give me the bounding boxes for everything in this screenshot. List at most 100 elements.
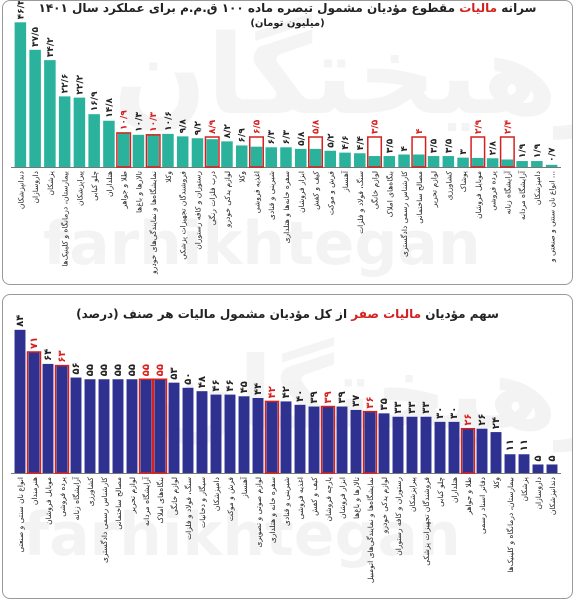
- top-value-label: ۴۶/۳: [16, 1, 26, 19]
- top-value-label: ۲۲/۲: [75, 74, 85, 94]
- top-category-label: طلا و جواهر: [120, 171, 129, 210]
- top-value-label: ۳/۵: [444, 138, 454, 153]
- top-category-label: کیف و کفش: [312, 171, 321, 210]
- bottom-category-label: آرایشگاه زنانه: [71, 476, 81, 520]
- bottom-value-label: ۵: [533, 455, 544, 461]
- top-category-label: سفره خانه‌ها و هتلداری: [282, 171, 291, 243]
- bottom-category-label: دفاتر اسناد رسمی: [478, 477, 487, 534]
- top-bar: [501, 159, 514, 167]
- top-category-label: سنگ، فولاد و فلزات: [356, 171, 365, 234]
- bottom-bar: [518, 454, 530, 473]
- top-category-label: کشاورزی: [444, 171, 453, 201]
- top-category-label: پرده فروشی: [489, 171, 498, 211]
- top-value-label: ۳/۵: [430, 138, 440, 153]
- top-value-label: ۴: [400, 146, 410, 152]
- bottom-bar: [322, 406, 334, 473]
- bottom-bar: [56, 365, 68, 473]
- bottom-value-label: ۵۰: [183, 373, 194, 385]
- bottom-category-label: ابزار فروشان: [338, 477, 347, 519]
- bottom-category-label: لوازم صوتی و تصویری: [254, 477, 263, 547]
- bottom-category-label: هتلداران: [450, 477, 459, 503]
- top-value-label: ۶/۵: [252, 119, 262, 134]
- bottom-category-label: نمایشگاه‌ها و نمایندگی‌های اتومبیل: [366, 477, 375, 583]
- top-value-label: ۱۰/۳: [149, 112, 159, 132]
- bottom-category-label: پرده فروشی: [58, 477, 67, 517]
- bottom-category-label: تالارها و باغ‌ها: [352, 477, 361, 519]
- top-chart-panel: سرانه مالیات مقطوع مؤدیان مشمول تبصره ما…: [2, 0, 573, 285]
- top-category-label: رستوران و کافه رستوران: [193, 171, 202, 250]
- top-bar-chart: ۴۶/۳دندانپزشکان۳۷/۵داروسازان۳۴/۲پزشکان۲۲…: [11, 1, 561, 275]
- top-value-label: ۱/۹: [533, 143, 543, 158]
- bottom-category-label: دندانپزشکان: [548, 477, 557, 515]
- top-category-label: دامپزشکان: [533, 171, 542, 205]
- bottom-bar: [224, 394, 236, 473]
- bottom-bar: [210, 394, 222, 473]
- top-bar: [73, 97, 86, 167]
- top-category-label: وکلا: [164, 171, 173, 183]
- bottom-bar: [280, 401, 292, 473]
- top-category-label: موبایل فروشان: [474, 171, 483, 219]
- bottom-bar: [392, 416, 404, 473]
- bottom-bar: [490, 432, 502, 473]
- bottom-value-label: ۶۴: [43, 349, 54, 361]
- bottom-bar: [462, 428, 474, 473]
- bottom-highlight-box: [54, 364, 70, 474]
- bottom-category-label: بنگاه‌های املاک: [156, 477, 165, 524]
- bottom-category-label: دامپزشکان: [212, 477, 221, 511]
- bottom-category-label: چلو کبابی: [436, 477, 445, 507]
- bottom-value-label: ۵۵: [141, 364, 152, 376]
- top-category-label: کارشناس رسمی دادگستری: [400, 171, 409, 257]
- bottom-value-label: ۴۸: [197, 376, 208, 388]
- top-category-label: ابزار فروشان: [297, 171, 306, 213]
- top-category-label: فرش و موکت: [326, 171, 335, 216]
- top-bar: [88, 114, 100, 167]
- bottom-bar: [70, 377, 82, 473]
- bottom-bar: [84, 379, 96, 473]
- top-value-label: ۱۴/۸: [105, 97, 115, 117]
- bottom-highlight-box: [138, 378, 154, 474]
- bottom-bar: [308, 406, 320, 473]
- bottom-value-label: ۵۵: [113, 364, 124, 376]
- bottom-category-label: وکلا: [492, 477, 501, 489]
- top-highlight-box: [411, 136, 427, 168]
- bottom-highlight-box: [362, 410, 378, 474]
- bottom-bar: [238, 396, 250, 473]
- top-bar: [442, 156, 455, 167]
- bottom-category-label: لوازم یدکی خودرو: [380, 477, 389, 534]
- top-category-label: پیراپزشکان: [75, 171, 84, 206]
- bottom-value-label: ۵۵: [155, 364, 166, 376]
- bottom-bar-chart: ۸۴ انواع نان سنتی و صنعتی ۷۱ هنرمندان ۶۴ موبا…: [11, 315, 561, 583]
- top-bar: [413, 154, 425, 167]
- bottom-value-label: ۳۵: [379, 398, 390, 410]
- bottom-category-label: پزشکان: [520, 477, 529, 501]
- bottom-value-label: ۳۳: [421, 402, 432, 414]
- bottom-category-label: کارشناس رسمی دادگستری: [100, 477, 109, 563]
- bottom-bar: [532, 464, 544, 473]
- top-category-label: پزشکان: [46, 171, 55, 195]
- top-value-label: ۶/۳: [267, 130, 277, 145]
- bottom-bar: [112, 379, 124, 473]
- bottom-category-label: آرایشگاه مردانه: [141, 476, 151, 526]
- top-bar: [354, 153, 366, 167]
- bottom-value-label: ۴۶: [211, 379, 222, 391]
- top-value-label: ۵/۲: [326, 133, 336, 148]
- bottom-value-label: ۳۹: [309, 391, 320, 403]
- top-bar: [58, 96, 71, 167]
- top-value-label: ۱۰/۶: [164, 111, 174, 131]
- top-bar: [398, 154, 410, 167]
- bottom-value-label: ۳۹: [337, 391, 348, 403]
- top-bar: [295, 148, 307, 167]
- bottom-category-label: کیف و کفش: [310, 477, 319, 516]
- top-category-label: نمایشگاه‌ها و نمایندگی‌های خودرو: [149, 171, 158, 275]
- bottom-highlight-box: [460, 427, 476, 474]
- top-bar: [132, 134, 145, 167]
- bottom-value-label: ۵۳: [169, 367, 180, 379]
- bottom-bar: [140, 379, 152, 473]
- bottom-category-label: لوازم خانگی: [170, 477, 179, 515]
- top-value-label: ۳۷/۵: [31, 27, 41, 47]
- top-category-label: لوازم یدکی خودرو: [223, 171, 232, 228]
- top-bar: [176, 136, 189, 167]
- bottom-bar: [504, 454, 516, 473]
- bottom-category-label: مصالح ساختمانی: [114, 477, 123, 530]
- bottom-category-label: کشاورزی: [86, 477, 95, 507]
